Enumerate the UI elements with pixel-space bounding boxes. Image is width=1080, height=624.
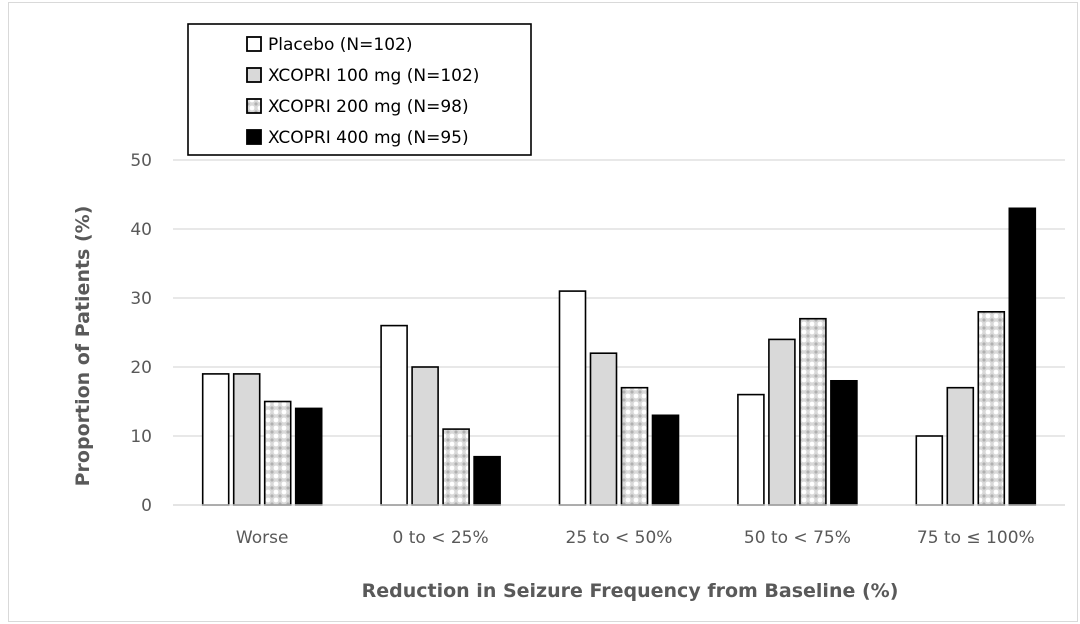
bar-xcopri-3	[768, 338, 796, 506]
legend-label: XCOPRI 100 mg (N=102)	[268, 66, 479, 86]
legend-box	[187, 23, 532, 156]
x-tick-labels: Worse 0 to < 25% 25 to < 50% 50 to < 75% 75 …	[236, 528, 1035, 548]
bar-xcopri-3	[830, 379, 858, 506]
legend-swatch	[246, 129, 262, 145]
bar-xcopri-1	[442, 428, 470, 506]
bar-xcopri-0	[263, 400, 292, 506]
bar-placebo-3	[737, 393, 765, 506]
legend-label: XCOPRI 400 mg (N=95)	[268, 128, 469, 148]
bars	[173, 207, 1065, 506]
x-axis-title: Reduction in Seizure Frequency from Base…	[362, 580, 899, 602]
x-tick-label: Worse	[236, 528, 289, 548]
y-axis-title: Proportion of Patients (%)	[72, 206, 94, 487]
y-tick-label: 20	[130, 358, 152, 378]
x-tick-label: 0 to < 25%	[393, 528, 489, 548]
bar-xcopri-0	[232, 373, 261, 506]
y-tick-label: 40	[130, 220, 152, 240]
bar-xcopri-0	[294, 407, 323, 506]
legend-label: Placebo (N=102)	[268, 35, 412, 55]
legend-swatch	[246, 98, 262, 114]
bar-xcopri-1	[411, 366, 439, 506]
bar-xcopri-2	[620, 386, 649, 506]
y-tick-label: 10	[130, 427, 152, 447]
x-tick-label: 25 to < 50%	[566, 528, 673, 548]
legend: Placebo (N=102) XCOPRI 100 mg (N=102) XCOP…	[187, 23, 532, 156]
y-tick-label: 0	[141, 496, 152, 516]
bar-xcopri-4	[1008, 207, 1037, 506]
legend-swatch	[246, 36, 262, 52]
bar-xcopri-2	[589, 352, 618, 506]
y-tick-labels: 0 10 20 30 40 50	[130, 151, 152, 516]
y-tick-label: 50	[130, 151, 152, 171]
x-tick-label: 75 to ≤ 100%	[917, 528, 1035, 548]
bar-xcopri-2	[651, 414, 680, 506]
x-tick-label: 50 to < 75%	[744, 528, 851, 548]
legend-swatch	[246, 67, 262, 83]
bar-xcopri-1	[473, 455, 501, 506]
bar-placebo-0	[201, 373, 230, 506]
y-tick-label: 30	[130, 289, 152, 309]
legend-label: XCOPRI 200 mg (N=98)	[268, 97, 469, 117]
bar-placebo-1	[380, 324, 408, 506]
bar-xcopri-4	[977, 310, 1006, 506]
bar-xcopri-4	[946, 386, 975, 506]
bar-placebo-2	[558, 290, 587, 506]
bar-placebo-4	[915, 435, 944, 506]
bar-xcopri-3	[799, 317, 827, 506]
chart-frame	[8, 2, 1078, 622]
